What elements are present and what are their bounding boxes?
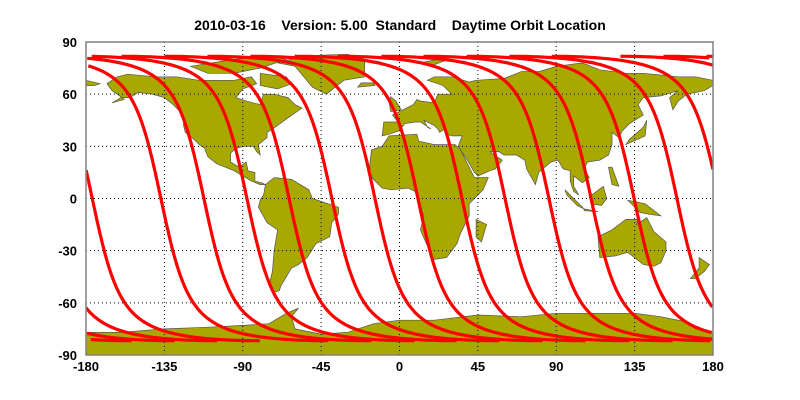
landmass-australia	[597, 217, 667, 267]
landmass-iceland	[356, 82, 376, 88]
x-tick-label: -90	[233, 359, 252, 374]
y-tick-label: 30	[63, 139, 77, 154]
landmass-africa	[369, 133, 489, 260]
land-layer	[86, 53, 713, 355]
orbit-track-10	[337, 54, 673, 343]
x-tick-label: 0	[396, 359, 403, 374]
x-tick-label: 180	[702, 359, 724, 374]
landmass-north-america	[106, 73, 303, 185]
landmass-japan	[624, 120, 648, 146]
orbit-track-14	[86, 54, 713, 343]
plot-frame	[85, 41, 714, 356]
orbit-track-5	[121, 54, 457, 343]
y-tick-label: -30	[58, 244, 77, 259]
landmass-madagascar	[475, 218, 488, 243]
orbit-track-1	[86, 54, 713, 343]
x-tick-label: -45	[312, 359, 331, 374]
orbit-track-3	[87, 54, 710, 343]
x-tick-label: -135	[151, 359, 177, 374]
landmass-new-guinea	[626, 199, 663, 217]
landmass-philippines	[608, 166, 620, 187]
x-tick-label: 45	[471, 359, 485, 374]
orbit-track-12	[90, 54, 713, 343]
y-tick-label: 60	[63, 87, 77, 102]
orbit-track-2	[87, 54, 713, 343]
orbit-track-11	[381, 54, 711, 343]
landmass-chukotka	[86, 79, 102, 86]
orbit-tracks	[86, 54, 713, 343]
x-tick-label: 135	[624, 359, 646, 374]
y-tick-label: 0	[70, 192, 77, 207]
orbit-track-13	[86, 54, 713, 343]
landmass-java	[583, 208, 599, 212]
orbit-track-7	[207, 54, 543, 343]
y-tick-label: -60	[58, 296, 77, 311]
x-tick-label: 90	[549, 359, 563, 374]
orbit-track-8	[250, 54, 586, 343]
orbit-track-6	[164, 54, 500, 343]
y-tick-label: -90	[58, 348, 77, 363]
orbit-track-9	[294, 54, 630, 343]
chart-title: 2010-03-16 Version: 5.00 Standard Daytim…	[194, 17, 606, 33]
landmass-sumatra	[564, 189, 585, 210]
y-tick-label: 90	[63, 35, 77, 50]
x-tick-label: -180	[73, 359, 99, 374]
orbit-track-4	[91, 54, 713, 343]
